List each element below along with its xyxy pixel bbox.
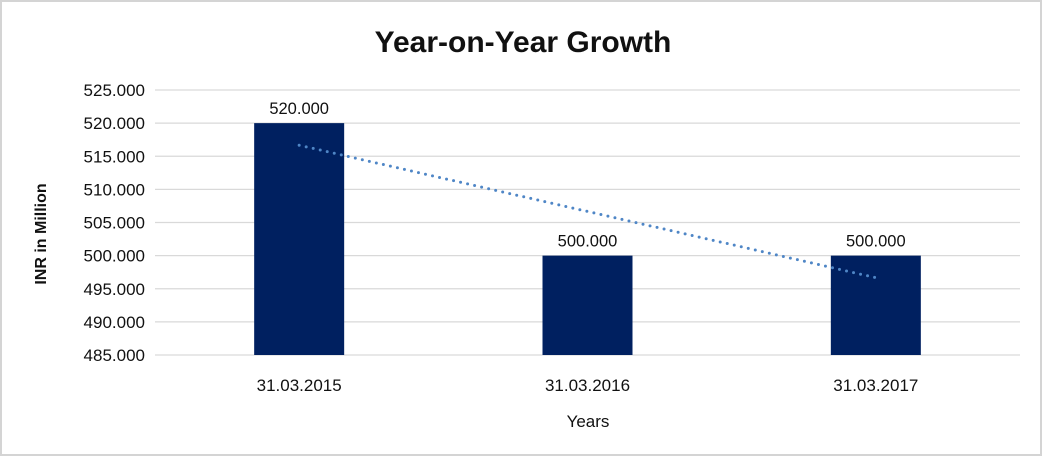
y-tick-label: 490.000 — [84, 313, 145, 332]
y-tick-label: 505.000 — [84, 214, 145, 233]
bar — [254, 123, 345, 355]
y-tick-label: 515.000 — [84, 147, 145, 166]
x-tick-label: 31.03.2016 — [545, 376, 630, 395]
bar — [830, 255, 921, 355]
y-tick-label: 525.000 — [84, 81, 145, 100]
data-label: 520.000 — [269, 100, 329, 118]
x-tick-label: 31.03.2017 — [833, 376, 918, 395]
x-tick-label: 31.03.2015 — [257, 376, 342, 395]
data-label: 500.000 — [846, 233, 906, 251]
x-axis-title: Years — [566, 412, 610, 431]
y-tick-label: 495.000 — [84, 280, 145, 299]
y-tick-label: 500.000 — [84, 247, 145, 266]
chart-title: Year-on-Year Growth — [374, 26, 672, 59]
bar — [542, 255, 633, 355]
y-tick-label: 520.000 — [84, 114, 145, 133]
data-label: 500.000 — [558, 233, 618, 251]
trendline — [297, 143, 878, 280]
y-tick-label: 510.000 — [84, 180, 145, 199]
y-tick-label: 485.000 — [84, 346, 145, 365]
